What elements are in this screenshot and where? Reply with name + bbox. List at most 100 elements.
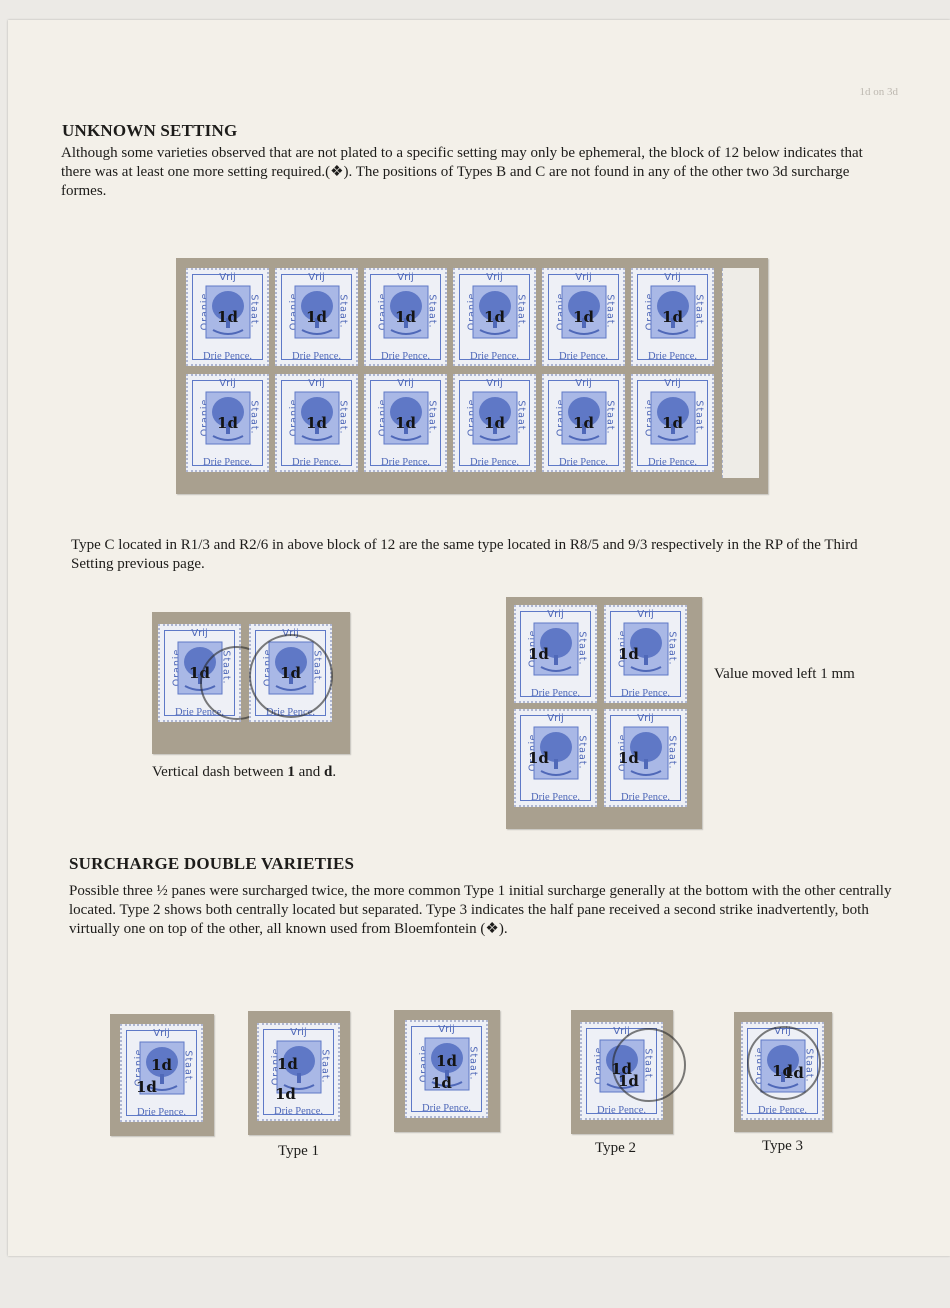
- stamp-top-text: Vrij: [219, 272, 236, 283]
- stamp-bottom-text: Drie Pence.: [203, 457, 252, 468]
- surcharge-text: 1d: [528, 645, 549, 663]
- stamp-frame: [520, 715, 591, 801]
- single-stamp-2-mount: Vrij Oranje Staat. 1d Drie Pence. 1d: [248, 1011, 350, 1135]
- stamp: Vrij Oranje Staat. 1d Drie Pence.: [364, 268, 447, 366]
- stamp-bottom-text: Drie Pence.: [203, 351, 252, 362]
- surcharge-text: 1d: [217, 308, 238, 326]
- stamp-frame: [459, 380, 530, 466]
- stamp-bottom-text: Drie Pence.: [621, 688, 670, 699]
- single-stamp-4-mount: Vrij Oranje Staat. 1d Drie Pence. 1d: [571, 1010, 686, 1134]
- surcharge-text: 1d: [618, 749, 639, 767]
- orange-tree-icon: [561, 285, 606, 339]
- orange-tree-icon: [294, 391, 339, 445]
- pair-caption-one: 1: [287, 764, 295, 780]
- surcharge-text: 1d: [662, 308, 683, 326]
- orange-tree-icon: [533, 622, 578, 676]
- orange-tree-icon: [276, 1040, 321, 1094]
- stamp-bottom-text: Drie Pence.: [175, 707, 224, 718]
- stamp-bottom-text: Drie Pence.: [137, 1107, 186, 1118]
- orange-tree-icon: [533, 726, 578, 780]
- orange-tree-icon: [294, 285, 339, 339]
- type-1-label: Type 1: [278, 1143, 320, 1159]
- surcharge-text: 1d: [573, 308, 594, 326]
- stamp-top-text: Vrij: [547, 609, 564, 620]
- stamp-frame: [610, 611, 681, 697]
- stamp: Vrij Oranje Staat. 1d Drie Pence.: [604, 709, 687, 807]
- type-2-label: Type 2: [595, 1140, 637, 1156]
- stamp-top-text: Vrij: [397, 272, 414, 283]
- stamp: Vrij Oranje Staat. 1d Drie Pence.: [158, 624, 274, 722]
- stamp: Vrij Oranje Staat. 1d Drie Pence. 1d: [120, 1024, 203, 1122]
- orange-tree-icon: [205, 391, 250, 445]
- stamp-frame: [370, 274, 441, 360]
- surcharge-text: 1d: [484, 414, 505, 432]
- postmark: [612, 1028, 686, 1102]
- stamp: Vrij Oranje Staat. 1d Drie Pence.: [186, 374, 269, 472]
- surcharge-text: 1d: [528, 749, 549, 767]
- stamp-frame: [459, 274, 530, 360]
- surcharge-text: 1d: [395, 308, 416, 326]
- stamp-top-text: Vrij: [664, 378, 681, 389]
- pair-caption-d: d: [324, 764, 333, 780]
- postmark: [747, 1026, 821, 1100]
- block-of-12-mount: Vrij Oranje Staat. 1d Drie Pence. Vrij Oranje S…: [176, 258, 768, 494]
- stamp: Vrij Oranje Staat. 1d Drie Pence.: [542, 374, 625, 472]
- stamp-frame: [263, 1029, 334, 1115]
- value-moved-caption: Value moved left 1 mm: [714, 666, 855, 682]
- stamp: Vrij Oranje Staat. 1d Drie Pence. 1d: [741, 1022, 824, 1120]
- orange-tree-icon: [424, 1037, 469, 1091]
- stamp-top-text: Vrij: [575, 378, 592, 389]
- surcharge-text: 1d: [662, 414, 683, 432]
- stamp: Vrij Oranje Staat. 1d Drie Pence.: [249, 624, 333, 722]
- surcharge-text: 1d: [306, 308, 327, 326]
- stamp-frame: [610, 715, 681, 801]
- second-surcharge-text: 1d: [431, 1074, 452, 1092]
- stamp: Vrij Oranje Staat. 1d Drie Pence. 1d: [580, 1022, 686, 1120]
- stamp: Vrij Oranje Staat. 1d Drie Pence.: [604, 605, 687, 703]
- stamp-bottom-text: Drie Pence.: [274, 1106, 323, 1117]
- surcharge-text: 1d: [277, 1055, 298, 1073]
- stamp-frame: [281, 380, 352, 466]
- pair-caption-text: Vertical dash between: [152, 764, 288, 780]
- stamp-top-text: Vrij: [397, 378, 414, 389]
- stamp-bottom-text: Drie Pence.: [531, 688, 580, 699]
- type-c-note: Type C located in R1/3 and R2/6 in above…: [71, 537, 858, 572]
- stamp-bottom-text: Drie Pence.: [422, 1103, 471, 1114]
- stamp: Vrij Oranje Staat. 1d Drie Pence.: [542, 268, 625, 366]
- album-page: 1d on 3d UNKNOWN SETTING Although some v…: [8, 20, 950, 1256]
- stamp-top-text: Vrij: [613, 1026, 630, 1037]
- stamp-bottom-text: Drie Pence.: [559, 457, 608, 468]
- stamp: Vrij Oranje Staat. 1d Drie Pence.: [275, 374, 358, 472]
- surcharge-text: 1d: [151, 1056, 172, 1074]
- stamp-bottom-text: Drie Pence.: [597, 1105, 646, 1116]
- stamp-bottom-text: Drie Pence.: [470, 351, 519, 362]
- stamp-frame: [370, 380, 441, 466]
- pair-on-piece-mount: Vrij Oranje Staat. 1d Drie Pence. Vrij Oranje S…: [152, 612, 350, 754]
- stamp-frame: [281, 274, 352, 360]
- surcharge-text: 1d: [436, 1052, 457, 1070]
- stamp-frame: [548, 274, 619, 360]
- stamp-frame: [548, 380, 619, 466]
- page-reference: 1d on 3d: [859, 86, 899, 98]
- stamp-bottom-text: Drie Pence.: [381, 457, 430, 468]
- stamp-frame: [520, 611, 591, 697]
- surcharge-text: 1d: [217, 414, 238, 432]
- stamp: Vrij Oranje Staat. 1d Drie Pence. 1d: [257, 1023, 340, 1121]
- surcharge-text: 1d: [573, 414, 594, 432]
- stamp-bottom-text: Drie Pence.: [531, 792, 580, 803]
- stamp: Vrij Oranje Staat. 1d Drie Pence.: [275, 268, 358, 366]
- second-surcharge-text: 1d: [136, 1078, 157, 1096]
- stamp-top-text: Vrij: [575, 272, 592, 283]
- single-stamp-5-mount: Vrij Oranje Staat. 1d Drie Pence. 1d: [734, 1012, 832, 1132]
- stamp-top-text: Vrij: [637, 713, 654, 724]
- second-surcharge-text: 1d: [275, 1085, 296, 1103]
- orange-tree-icon: [623, 726, 668, 780]
- stamp-frame: [637, 380, 708, 466]
- stamp: Vrij Oranje Staat. 1d Drie Pence.: [514, 605, 597, 703]
- stamp-top-text: Vrij: [664, 272, 681, 283]
- orange-tree-icon: [623, 622, 668, 676]
- stamp-bottom-text: Drie Pence.: [381, 351, 430, 362]
- stamp-top-text: Vrij: [290, 1027, 307, 1038]
- stamp-bottom-text: Drie Pence.: [648, 351, 697, 362]
- surcharge-text: 1d: [484, 308, 505, 326]
